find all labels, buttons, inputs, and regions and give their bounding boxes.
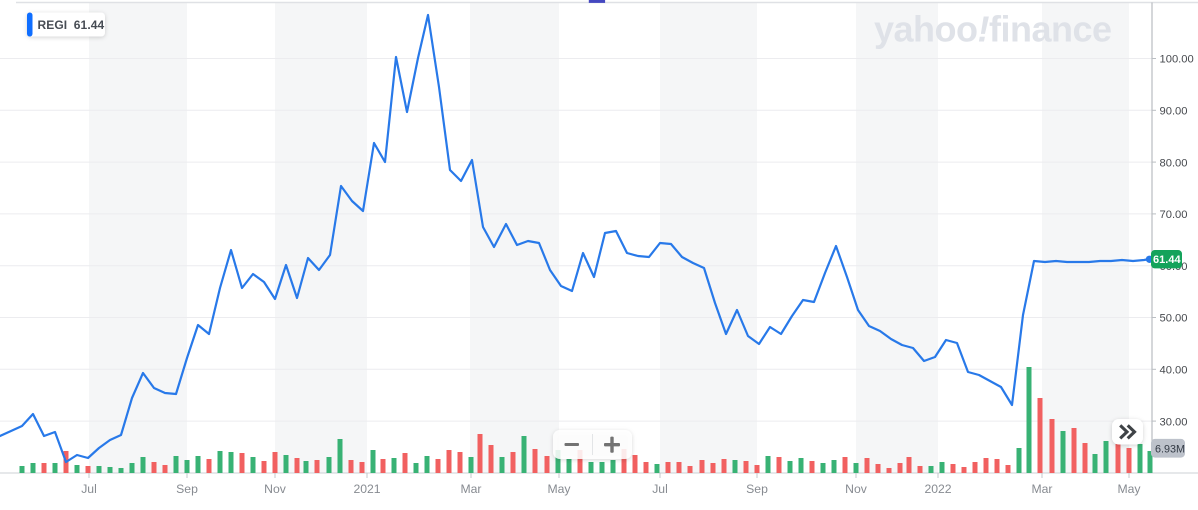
- svg-text:80.00: 80.00: [1160, 157, 1188, 169]
- svg-text:Mar: Mar: [461, 482, 482, 496]
- svg-text:90.00: 90.00: [1160, 106, 1188, 118]
- svg-text:Jul: Jul: [652, 482, 668, 496]
- svg-text:6.93M: 6.93M: [1155, 443, 1185, 455]
- svg-text:30.00: 30.00: [1160, 416, 1188, 428]
- svg-text:yahoo!finance: yahoo!finance: [874, 9, 1112, 50]
- svg-text:Mar: Mar: [1032, 482, 1053, 496]
- svg-text:2021: 2021: [353, 482, 380, 496]
- svg-text:Sep: Sep: [746, 482, 768, 496]
- svg-text:50.00: 50.00: [1160, 313, 1188, 325]
- svg-text:Nov: Nov: [845, 482, 868, 496]
- svg-text:REGI 61.44: REGI 61.44: [38, 18, 105, 32]
- svg-text:May: May: [547, 482, 571, 496]
- svg-text:40.00: 40.00: [1160, 365, 1188, 377]
- svg-text:Sep: Sep: [176, 482, 198, 496]
- svg-text:Jul: Jul: [81, 482, 97, 496]
- svg-text:2022: 2022: [924, 482, 951, 496]
- svg-text:70.00: 70.00: [1160, 209, 1188, 221]
- svg-text:100.00: 100.00: [1160, 54, 1194, 66]
- svg-text:61.44: 61.44: [1153, 254, 1181, 266]
- svg-text:May: May: [1117, 482, 1141, 496]
- svg-text:Nov: Nov: [264, 482, 287, 496]
